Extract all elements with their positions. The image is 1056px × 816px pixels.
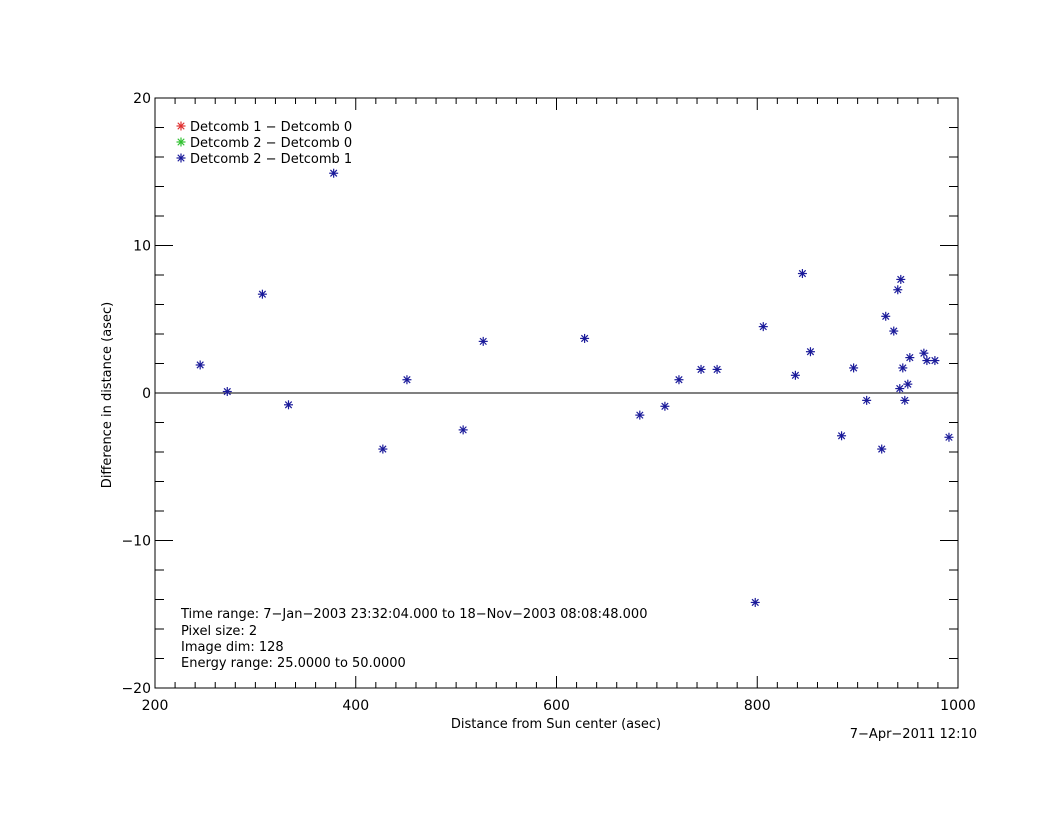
data-point xyxy=(696,364,706,374)
data-point xyxy=(660,401,670,411)
data-point xyxy=(797,269,807,279)
data-point xyxy=(898,363,908,373)
x-tick-label: 400 xyxy=(342,698,369,714)
data-point xyxy=(922,356,932,366)
annotation-time-range: Time range: 7−Jan−2003 23:32:04.000 to 1… xyxy=(180,607,647,622)
data-point xyxy=(905,353,915,363)
data-point xyxy=(712,364,722,374)
data-point xyxy=(930,356,940,366)
data-point xyxy=(903,379,913,389)
data-point xyxy=(750,597,760,607)
annotation-image-dim: Image dim: 128 xyxy=(181,640,284,655)
y-tick-labels: −20 −10 0 10 20 xyxy=(121,91,151,697)
data-point xyxy=(580,333,590,343)
data-point xyxy=(329,168,339,178)
y-tick-label: 0 xyxy=(142,386,151,402)
data-point xyxy=(862,395,872,405)
data-point xyxy=(849,363,859,373)
data-point xyxy=(478,336,488,346)
data-point xyxy=(919,348,929,358)
data-point xyxy=(790,370,800,380)
x-tick-labels: 200 400 600 800 1000 xyxy=(142,698,976,714)
x-tick-label: 600 xyxy=(543,698,570,714)
data-point xyxy=(402,375,412,385)
data-point xyxy=(222,387,232,397)
y-tick-label: 20 xyxy=(133,91,151,107)
y-tick-label: −10 xyxy=(121,534,151,550)
data-point xyxy=(877,444,887,454)
data-point xyxy=(896,274,906,284)
data-point xyxy=(635,410,645,420)
data-point xyxy=(895,384,905,394)
x-axis-label: Distance from Sun center (asec) xyxy=(451,717,661,732)
annotations: Time range: 7−Jan−2003 23:32:04.000 to 1… xyxy=(180,607,647,671)
data-point xyxy=(283,400,293,410)
y-tick-label: −20 xyxy=(121,681,151,697)
x-tick-label: 200 xyxy=(142,698,169,714)
legend: Detcomb 1 − Detcomb 0 Detcomb 2 − Detcom… xyxy=(176,120,352,167)
data-point xyxy=(889,326,899,336)
legend-label-2: Detcomb 2 − Detcomb 0 xyxy=(190,136,352,151)
data-point xyxy=(674,375,684,385)
timestamp: 7−Apr−2011 12:10 xyxy=(850,727,977,742)
data-point xyxy=(758,322,768,332)
y-tick-label: 10 xyxy=(133,239,151,255)
legend-label-3: Detcomb 2 − Detcomb 1 xyxy=(190,152,352,167)
legend-marker-2 xyxy=(176,137,186,147)
x-tick-label: 800 xyxy=(744,698,771,714)
annotation-pixel-size: Pixel size: 2 xyxy=(181,624,257,639)
x-tick-label: 1000 xyxy=(940,698,976,714)
data-point xyxy=(257,289,267,299)
data-point xyxy=(900,395,910,405)
data-point xyxy=(195,360,205,370)
data-point xyxy=(805,347,815,357)
legend-label-1: Detcomb 1 − Detcomb 0 xyxy=(190,120,352,135)
data-point xyxy=(881,311,891,321)
annotation-energy-range: Energy range: 25.0000 to 50.0000 xyxy=(181,656,406,671)
data-point xyxy=(378,444,388,454)
data-point xyxy=(893,285,903,295)
legend-marker-3 xyxy=(176,153,186,163)
data-point xyxy=(837,431,847,441)
legend-marker-1 xyxy=(176,121,186,131)
data-point xyxy=(458,425,468,435)
data-point xyxy=(944,432,954,442)
data-points xyxy=(195,168,954,607)
y-axis-label: Difference in distance (asec) xyxy=(100,302,115,488)
